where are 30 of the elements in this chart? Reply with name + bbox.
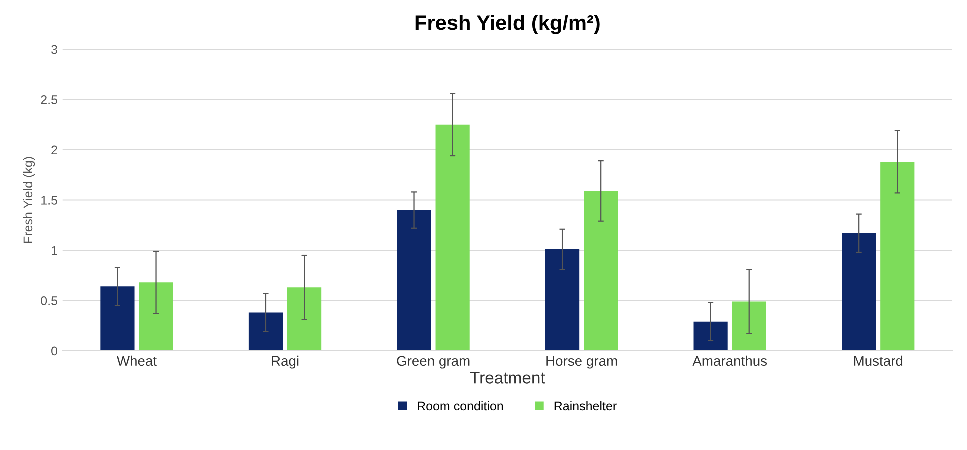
x-tick-label: Ragi [272, 356, 299, 369]
bar [584, 191, 618, 351]
x-tick-label: Wheat [116, 356, 157, 366]
chart-title: Fresh Yield (kg/m²) [416, 14, 600, 34]
bar [139, 282, 174, 351]
bar [436, 124, 470, 351]
y-tick-label: 0.5 [41, 296, 58, 306]
x-tick-label: Amaranthus [692, 356, 768, 366]
bar [545, 249, 580, 351]
x-axis-title: Treatment [470, 372, 546, 384]
bar [100, 286, 135, 351]
x-tick-label: Green gram [397, 356, 470, 369]
bar [287, 288, 322, 351]
y-tick-label: 0 [52, 346, 58, 356]
y-tick-label: 2.5 [41, 96, 58, 104]
legend-label: Room condition [418, 401, 504, 411]
y-tick-label: 1.5 [42, 196, 58, 205]
x-tick-label: Horse gram [546, 356, 618, 369]
y-tick-label: 1 [52, 246, 58, 256]
bar [694, 322, 728, 351]
bar [880, 162, 915, 351]
y-tick-label: 3 [52, 45, 58, 54]
y-axis-title: Fresh Yield (kg) [23, 157, 36, 243]
bar [732, 302, 766, 351]
bar [248, 312, 284, 351]
bar [842, 233, 876, 351]
bar [397, 210, 432, 351]
y-tick-label: 2 [52, 146, 58, 155]
legend-label: Rainshelter [554, 401, 617, 411]
x-tick-label: Mustard [854, 356, 903, 366]
